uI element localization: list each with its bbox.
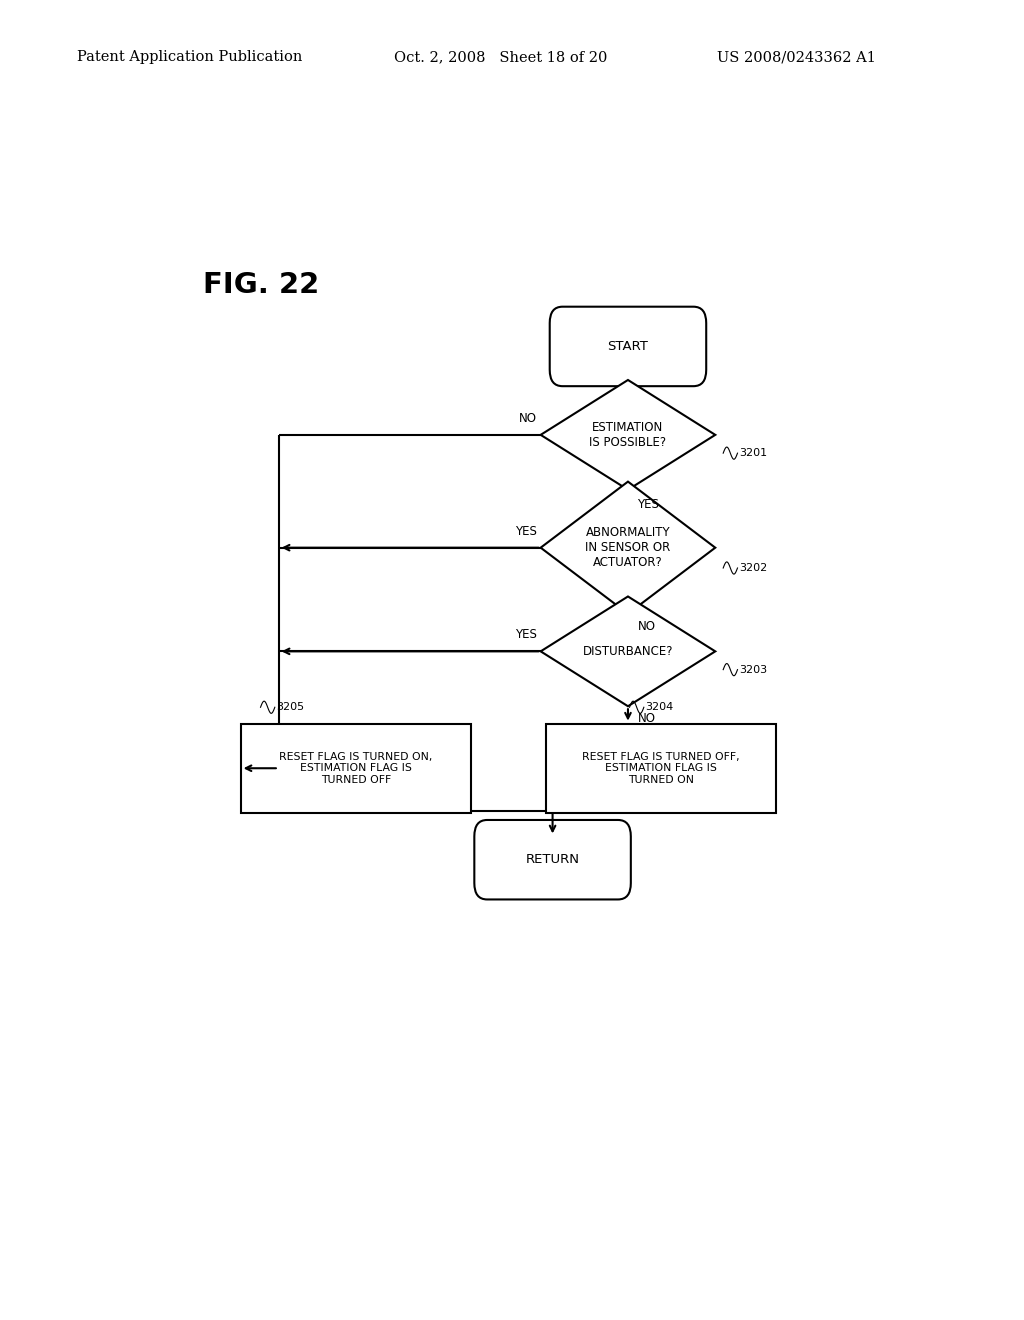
Text: FIG. 22: FIG. 22 <box>204 272 319 300</box>
Text: NO: NO <box>638 620 655 632</box>
Text: START: START <box>607 341 648 352</box>
Text: YES: YES <box>515 628 537 642</box>
Text: DISTURBANCE?: DISTURBANCE? <box>583 645 673 657</box>
Text: 3204: 3204 <box>645 702 674 713</box>
Bar <box>546 723 776 813</box>
Text: 3202: 3202 <box>739 564 767 573</box>
Text: 3205: 3205 <box>276 702 304 713</box>
Polygon shape <box>541 597 715 706</box>
FancyBboxPatch shape <box>474 820 631 899</box>
Text: Patent Application Publication: Patent Application Publication <box>77 50 302 65</box>
Polygon shape <box>541 482 715 614</box>
Text: RETURN: RETURN <box>525 853 580 866</box>
FancyBboxPatch shape <box>550 306 707 387</box>
Text: NO: NO <box>519 412 537 425</box>
Text: ABNORMALITY
IN SENSOR OR
ACTUATOR?: ABNORMALITY IN SENSOR OR ACTUATOR? <box>586 527 671 569</box>
Text: NO: NO <box>638 713 655 725</box>
Text: 3203: 3203 <box>739 665 767 675</box>
Bar <box>241 723 471 813</box>
Text: YES: YES <box>515 524 537 537</box>
Text: RESET FLAG IS TURNED OFF,
ESTIMATION FLAG IS
TURNED ON: RESET FLAG IS TURNED OFF, ESTIMATION FLA… <box>583 751 740 785</box>
Text: US 2008/0243362 A1: US 2008/0243362 A1 <box>717 50 876 65</box>
Text: YES: YES <box>638 498 659 511</box>
Text: Oct. 2, 2008   Sheet 18 of 20: Oct. 2, 2008 Sheet 18 of 20 <box>394 50 607 65</box>
Text: ESTIMATION
IS POSSIBLE?: ESTIMATION IS POSSIBLE? <box>590 421 667 449</box>
Text: 3201: 3201 <box>739 449 767 458</box>
Text: RESET FLAG IS TURNED ON,
ESTIMATION FLAG IS
TURNED OFF: RESET FLAG IS TURNED ON, ESTIMATION FLAG… <box>280 751 432 785</box>
Polygon shape <box>541 380 715 490</box>
